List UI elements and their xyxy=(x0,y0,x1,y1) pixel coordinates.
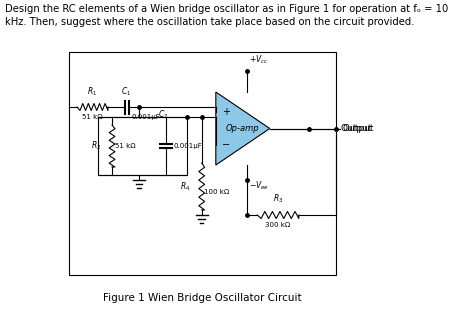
Text: 51 kΩ: 51 kΩ xyxy=(82,114,103,120)
Text: Op-amp: Op-amp xyxy=(226,124,259,133)
Text: 51 kΩ: 51 kΩ xyxy=(115,143,135,149)
Text: $R_3$: $R_3$ xyxy=(273,193,283,205)
Text: Output: Output xyxy=(343,124,374,133)
Text: 300 kΩ: 300 kΩ xyxy=(265,222,291,228)
Text: +: + xyxy=(222,108,229,117)
Text: 100 kΩ: 100 kΩ xyxy=(204,188,229,195)
Text: $C_1$: $C_1$ xyxy=(121,85,131,98)
Text: $R_1$: $R_1$ xyxy=(88,85,98,98)
Text: Output: Output xyxy=(340,124,372,133)
Text: −: − xyxy=(222,140,230,150)
Bar xyxy=(98,117,187,175)
Bar xyxy=(69,52,336,275)
Text: $+V_{cc}$: $+V_{cc}$ xyxy=(248,54,268,66)
Text: $R_4$: $R_4$ xyxy=(180,180,190,193)
Text: kHz. Then, suggest where the oscillation take place based on the circuit provide: kHz. Then, suggest where the oscillation… xyxy=(5,17,414,27)
Text: $R_2$: $R_2$ xyxy=(91,140,101,152)
Text: 0.001μF: 0.001μF xyxy=(131,114,160,120)
Text: Figure 1 Wien Bridge Oscillator Circuit: Figure 1 Wien Bridge Oscillator Circuit xyxy=(103,293,302,303)
Text: $-V_{ee}$: $-V_{ee}$ xyxy=(248,180,269,193)
Text: $C_2$: $C_2$ xyxy=(157,108,168,121)
Text: 0.001μF: 0.001μF xyxy=(173,143,202,149)
Text: Design the RC elements of a Wien bridge oscillator as in Figure 1 for operation : Design the RC elements of a Wien bridge … xyxy=(5,4,448,14)
Polygon shape xyxy=(216,92,270,165)
